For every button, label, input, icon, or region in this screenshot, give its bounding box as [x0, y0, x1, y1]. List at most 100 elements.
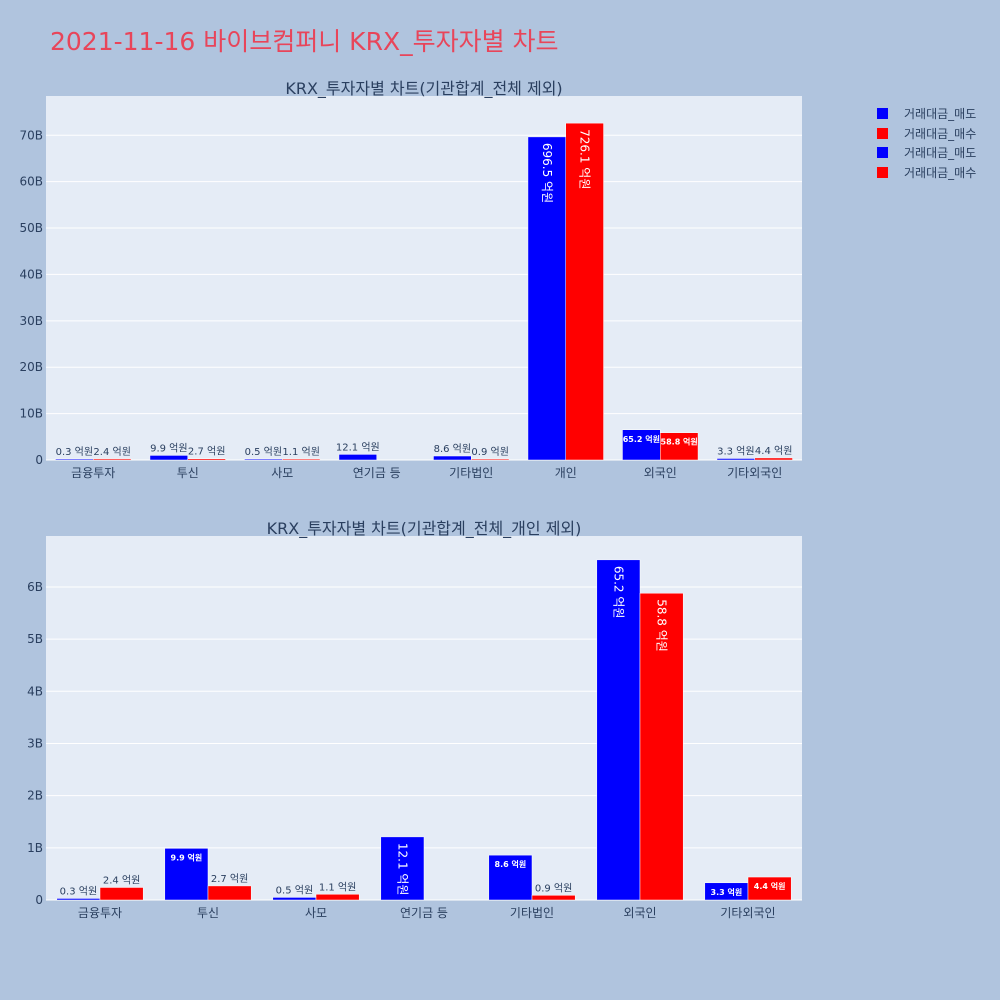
bar [99, 887, 144, 901]
data-label: 9.9 억원 [171, 852, 203, 862]
data-label: 65.2 억원 [611, 566, 625, 619]
bar [56, 898, 101, 901]
data-label: 1.1 억원 [319, 881, 356, 893]
legend[interactable]: 거래대금_매도 거래대금_매수 거래대금_매도 거래대금_매수 [870, 104, 976, 182]
x-tick-label: 외국인 [623, 906, 656, 920]
bar [207, 885, 252, 901]
data-label: 65.2 억원 [623, 434, 660, 444]
data-label: 58.8 억원 [661, 437, 698, 447]
legend-item[interactable]: 거래대금_매수 [870, 163, 976, 183]
chart-1: 0 10B 20B 30B 40B 50B 60B 70B KRX_투자자별 차트(기관합계_전… [19, 79, 802, 480]
data-label: 8.6 억원 [495, 859, 527, 869]
y-tick-label: 2B [27, 789, 43, 803]
data-label: 12.1 억원 [336, 441, 380, 453]
bar [282, 458, 321, 461]
bar [639, 592, 684, 901]
y-tick-label: 5B [27, 632, 43, 646]
x-tick-label: 사모 [271, 466, 293, 480]
data-label: 0.9 억원 [535, 882, 572, 894]
x-tick-label: 기타외국인 [720, 906, 775, 920]
x-tick-label: 연기금 등 [400, 906, 448, 920]
legend-label: 거래대금_매도 [904, 107, 977, 122]
data-label: 58.8 억원 [655, 599, 669, 652]
bar [596, 559, 641, 901]
x-tick-label: 기타법인 [449, 466, 493, 480]
data-label: 0.5 억원 [245, 446, 282, 458]
x-tick-label: 투신 [177, 466, 199, 480]
data-label: 3.3 억원 [711, 887, 743, 897]
page-title: 2021-11-16 바이브컴퍼니 KRX_투자자별 차트 [50, 27, 559, 56]
chart-title: KRX_투자자별 차트(기관합계_전체 제외) [285, 79, 562, 99]
x-tick-label: 금융투자 [71, 466, 115, 480]
legend-item[interactable]: 거래대금_매수 [870, 124, 976, 144]
bar [93, 458, 132, 461]
x-tick-label: 외국인 [644, 466, 677, 480]
x-tick-label: 기타법인 [510, 906, 554, 920]
data-label: 9.9 억원 [150, 442, 187, 454]
data-label: 0.9 억원 [471, 446, 508, 458]
bar [716, 458, 756, 461]
bar [338, 454, 378, 461]
bar [660, 432, 699, 461]
x-tick-label: 사모 [305, 906, 327, 920]
y-tick-label: 3B [27, 736, 43, 750]
legend-label: 거래대금_매도 [904, 146, 977, 161]
data-label: 0.3 억원 [60, 885, 97, 897]
y-tick-label: 70B [19, 128, 43, 142]
data-label: 2.4 억원 [93, 446, 130, 458]
bar [315, 894, 360, 901]
legend-label: 거래대금_매수 [904, 126, 977, 141]
y-tick-label: 40B [19, 267, 43, 281]
chart-title: KRX_투자자별 차트(기관합계_전체_개인 제외) [267, 519, 582, 539]
data-label: 12.1 억원 [395, 843, 409, 896]
data-label: 3.3 억원 [717, 445, 754, 457]
y-tick-label: 50B [19, 221, 43, 235]
bar [380, 836, 425, 901]
x-tick-label: 연기금 등 [353, 466, 401, 480]
data-label: 2.4 억원 [103, 874, 140, 886]
bar [187, 458, 226, 461]
legend-swatch [877, 127, 888, 139]
data-label: 2.7 억원 [188, 446, 225, 458]
legend-swatch [877, 166, 888, 178]
x-tick-label: 투신 [197, 906, 219, 920]
data-label: 696.5 억원 [540, 143, 554, 203]
chart-2: 0 1B 2B 3B 4B 5B 6B KRX_투자자별 차트(기관합계_전체_개인 제외) 금… [27, 519, 802, 920]
data-label: 0.5 억원 [276, 884, 313, 896]
bar [488, 854, 533, 901]
data-label: 4.4 억원 [755, 445, 792, 457]
legend-item[interactable]: 거래대금_매도 [870, 104, 976, 124]
bar [754, 457, 793, 461]
bar [433, 455, 472, 461]
data-label: 8.6 억원 [434, 443, 471, 455]
y-tick-label: 10B [19, 407, 43, 421]
y-tick-label: 6B [27, 580, 43, 594]
bar [244, 458, 283, 461]
legend-label: 거래대금_매수 [904, 165, 977, 180]
y-tick-label: 60B [19, 175, 43, 189]
data-label: 0.3 억원 [56, 446, 93, 458]
x-tick-label: 개인 [555, 466, 577, 480]
bar [527, 136, 567, 461]
data-label: 726.1 억원 [578, 129, 592, 189]
legend-swatch [877, 147, 888, 159]
y-tick-label: 0 [35, 453, 43, 467]
bar [149, 455, 188, 461]
plot-area [46, 96, 802, 460]
bar [531, 895, 576, 901]
bar [55, 458, 94, 461]
bar [272, 897, 317, 901]
x-tick-label: 기타외국인 [727, 466, 782, 480]
bar [471, 458, 510, 461]
x-tick-label: 금융투자 [78, 906, 122, 920]
bar [747, 876, 792, 901]
data-label: 4.4 억원 [754, 881, 786, 891]
data-label: 2.7 억원 [211, 873, 248, 885]
bar [565, 122, 604, 461]
legend-item[interactable]: 거래대금_매도 [870, 143, 976, 163]
y-tick-label: 20B [19, 360, 43, 374]
y-tick-label: 30B [19, 314, 43, 328]
data-label: 1.1 억원 [282, 446, 319, 458]
legend-swatch [877, 108, 888, 120]
